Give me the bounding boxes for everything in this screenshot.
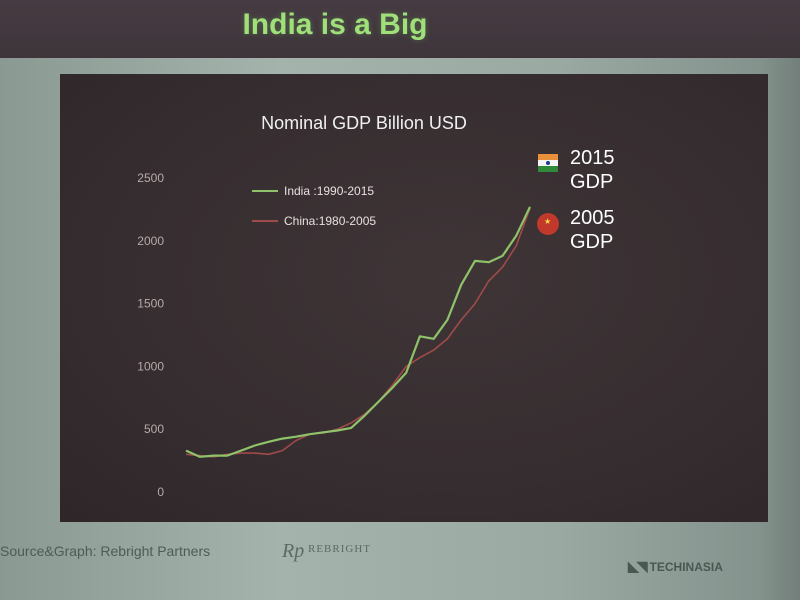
slide-title: India is a Big — [242, 8, 428, 41]
annotation-2015-year: 2015 — [570, 147, 615, 169]
annotation-2005: ★ 2005 GDP — [537, 207, 615, 253]
y-tick-label: 2000 — [137, 234, 164, 248]
india-flag-icon — [538, 154, 558, 172]
chart-legend: India :1990-2015 China:1980-2005 — [252, 184, 376, 228]
y-tick-label: 1000 — [137, 359, 164, 373]
legend-india-label: India :1990-2015 — [284, 184, 374, 198]
annotation-2015: 2015 GDP — [538, 147, 615, 193]
chart-panel: Nominal GDP Billion USD 0 500 1000 1500 2000… — [60, 74, 768, 522]
techinasia-logo: ◣◥ TECHINASIA — [628, 558, 723, 575]
chart-title: Nominal GDP Billion USD — [261, 113, 467, 133]
svg-text:★: ★ — [544, 217, 551, 226]
y-tick-label: 500 — [144, 422, 164, 436]
y-tick-label: 0 — [157, 485, 164, 499]
annotation-2015-label: GDP — [570, 171, 613, 193]
annotation-2005-year: 2005 — [570, 207, 615, 229]
india-series-line — [185, 206, 531, 458]
china-series-line — [185, 207, 531, 458]
y-tick-label: 1500 — [137, 297, 164, 311]
techinasia-mark-icon: ◣◥ — [628, 558, 647, 574]
source-caption: Source&Graph: Rebright Partners — [0, 543, 211, 559]
legend-china-label: China:1980-2005 — [284, 214, 376, 228]
y-axis: 0 500 1000 1500 2000 2500 — [137, 171, 164, 499]
gdp-line-chart: Nominal GDP Billion USD 0 500 1000 1500 2000… — [137, 113, 615, 499]
techinasia-logo-text: TECHINASIA — [649, 560, 723, 574]
rebright-logo-mark: Rp — [282, 540, 305, 562]
china-flag-icon — [537, 213, 559, 235]
plot-area — [185, 206, 531, 458]
slide-header — [0, 0, 800, 58]
annotation-2005-label: GDP — [570, 231, 613, 253]
rebright-logo-name: REBRIGHT — [308, 543, 371, 555]
y-tick-label: 2500 — [137, 171, 164, 185]
